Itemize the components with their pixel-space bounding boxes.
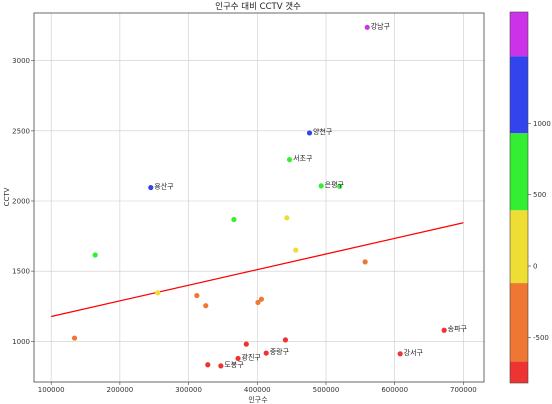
chart-title: 인구수 대비 CCTV 갯수 <box>215 1 301 12</box>
x-tick-label-5: 600000 <box>381 386 408 394</box>
point-label-17: 송파구 <box>448 324 468 333</box>
data-points <box>71 24 447 369</box>
plot-frame <box>33 12 485 383</box>
x-tick-label-6: 700000 <box>450 386 477 394</box>
colorbar-tick-label-1: 500 <box>533 191 546 199</box>
point-label-3: 용산구 <box>154 182 174 191</box>
x-tick-label-2: 300000 <box>175 386 202 394</box>
data-point-8 <box>284 215 290 221</box>
colorbar-tick-label-0: 1000 <box>533 120 551 128</box>
y-tick-label-0: 1000 <box>12 338 30 346</box>
colorbar-ticks: 1000 500 0 -500 <box>528 120 551 342</box>
x-axis: 100000 200000 300000 400000 500000 600000 7000… <box>38 382 477 394</box>
data-point-11 <box>362 259 368 265</box>
y-tick-label-2: 2000 <box>12 198 30 206</box>
point-label-23: 도봉구 <box>224 361 244 369</box>
colorbar-band-1 <box>510 56 528 134</box>
data-point-3 <box>148 184 154 191</box>
point-label-18: 강서구 <box>404 348 424 357</box>
data-point-0 <box>364 24 370 30</box>
colorbar-band-3 <box>510 210 528 284</box>
y-tick-label-3: 2500 <box>12 127 30 135</box>
data-point-22 <box>235 355 241 362</box>
point-label-2: 서초구 <box>293 154 313 163</box>
point-label-4: 은평구 <box>325 180 345 189</box>
data-point-13 <box>258 296 265 302</box>
colorbar-frame <box>509 11 529 384</box>
x-tick-label-3: 400000 <box>244 386 271 394</box>
data-point-18 <box>397 351 403 357</box>
point-label-21: 중랑구 <box>270 348 290 356</box>
data-point-7 <box>92 252 98 258</box>
colorbar <box>509 11 529 384</box>
data-point-9 <box>293 247 299 253</box>
data-point-10 <box>155 290 161 296</box>
data-point-20 <box>243 341 249 347</box>
colorbar-tick-label-2: 0 <box>533 262 537 270</box>
point-label-22: 광진구 <box>242 352 262 361</box>
x-tick-label-0: 100000 <box>38 386 65 394</box>
data-point-6 <box>231 216 237 223</box>
colorbar-band-2 <box>510 133 528 211</box>
grid <box>34 13 484 382</box>
data-point-17 <box>441 327 447 333</box>
data-point-2 <box>286 157 293 163</box>
data-point-5 <box>337 183 343 189</box>
y-tick-label-4: 3000 <box>12 57 30 65</box>
y-axis-label: CCTV <box>3 187 11 206</box>
y-axis: 1000 1500 2000 2500 3000 <box>12 57 34 346</box>
data-point-21 <box>263 350 269 356</box>
data-point-16 <box>71 335 78 341</box>
data-point-23 <box>218 363 224 369</box>
data-point-24 <box>205 362 211 368</box>
data-point-15 <box>203 303 209 309</box>
trend-line <box>51 222 464 318</box>
x-tick-label-4: 500000 <box>313 386 340 394</box>
y-tick-label-1: 1500 <box>12 268 30 276</box>
colorbar-band-4 <box>510 283 528 362</box>
data-point-19 <box>282 337 289 343</box>
data-point-14 <box>255 299 261 306</box>
data-point-4 <box>318 183 324 189</box>
colorbar-band-5 <box>510 361 528 383</box>
colorbar-band-0 <box>510 12 528 57</box>
x-tick-label-1: 200000 <box>107 386 134 394</box>
point-label-1: 양천구 <box>313 127 333 136</box>
data-point-1 <box>306 130 313 136</box>
point-label-0: 강남구 <box>371 21 391 30</box>
data-point-12 <box>194 292 200 299</box>
colorbar-tick-label-3: -500 <box>533 334 549 342</box>
x-axis-label: 인구수 <box>248 395 268 404</box>
